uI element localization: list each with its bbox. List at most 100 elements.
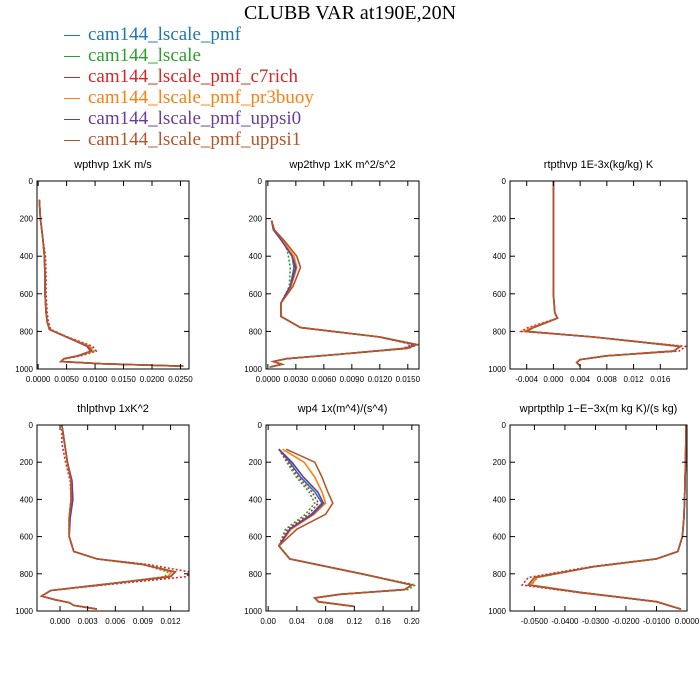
- x-tick-label: 0.0150: [111, 375, 136, 384]
- x-tick-label: -0.0300: [582, 617, 610, 626]
- x-tick-label: -0.0400: [551, 617, 579, 626]
- y-tick-label: 200: [20, 458, 34, 467]
- x-tick-label: 0.012: [624, 375, 645, 384]
- legend-swatch: [64, 140, 80, 142]
- panel-4: thlpthvp 1xK^2 0.000 0.003 0.006 0.009 0.012 0…: [15, 403, 190, 626]
- x-tick-label: 0.012: [161, 617, 182, 626]
- panel-title: rtpthvp 1E-3x(kg/kg) K: [544, 159, 654, 171]
- legend-swatch: [64, 35, 80, 37]
- x-tick-label: 0.12: [347, 617, 363, 626]
- panel-6: wprtpthlp 1−E−3x(m kg K)/(s kg)-0.0500 -0…: [488, 403, 700, 626]
- series-line: [38, 199, 184, 367]
- x-tick-label: 0.0100: [83, 375, 108, 384]
- legend: cam144_lscale_pmf cam144_lscale cam144_lsc…: [64, 24, 314, 150]
- x-tick-label: 0.004: [570, 375, 591, 384]
- series-line: [269, 220, 419, 368]
- legend-entry: cam144_lscale_pmf_uppsi1: [64, 129, 314, 150]
- series-line: [38, 199, 184, 367]
- y-tick-label: 800: [20, 327, 34, 336]
- x-tick-label: 0.006: [105, 617, 126, 626]
- series-line: [277, 448, 414, 608]
- legend-swatch: [64, 56, 80, 58]
- page-title: CLUBB VAR at190E,20N: [243, 2, 457, 24]
- x-tick-label: 0.04: [289, 617, 305, 626]
- x-tick-label: 0.0000: [675, 617, 700, 626]
- y-tick-label: 400: [20, 252, 34, 261]
- x-tick-label: 0.0250: [168, 375, 193, 384]
- legend-entry: cam144_lscale_pmf: [64, 24, 314, 45]
- panel-title: wp4 1x(m^4)/(s^4): [297, 403, 388, 415]
- y-tick-label: 200: [20, 215, 34, 224]
- y-tick-label: 1000: [244, 365, 262, 374]
- y-tick-label: 0: [258, 421, 263, 430]
- x-tick-label: 0.009: [133, 617, 154, 626]
- series-line: [518, 181, 687, 367]
- legend-swatch: [64, 98, 80, 100]
- x-tick-label: 0.0030: [284, 375, 309, 384]
- y-tick-label: 600: [20, 290, 34, 299]
- panel-frame: [509, 180, 688, 370]
- panel-2: wp2thvp 1xK m^2/s^20.0000 0.0030 0.0060 0.0…: [244, 159, 420, 384]
- x-tick-label: 0.0060: [312, 375, 337, 384]
- y-tick-label: 1000: [488, 365, 506, 374]
- series-line: [269, 220, 419, 368]
- y-tick-label: 800: [20, 570, 34, 579]
- y-tick-label: 200: [249, 458, 263, 467]
- y-tick-label: 1000: [15, 607, 33, 616]
- y-tick-label: 1000: [15, 365, 33, 374]
- y-tick-label: 400: [249, 252, 263, 261]
- y-tick-label: 600: [20, 533, 34, 542]
- y-tick-label: 800: [493, 570, 507, 579]
- y-tick-label: 0: [502, 177, 507, 186]
- x-tick-label: -0.004: [515, 375, 538, 384]
- y-tick-label: 1000: [244, 607, 262, 616]
- x-tick-label: 0.0200: [140, 375, 165, 384]
- x-tick-label: -0.0200: [612, 617, 640, 626]
- panel-5: wp4 1x(m^4)/(s^4) 0.00 0.04 0.08 0.12 0.16 0.2…: [244, 403, 420, 626]
- x-tick-label: 0.0000: [256, 375, 281, 384]
- legend-entry: cam144_lscale: [64, 45, 314, 66]
- panel-frame: [36, 180, 190, 370]
- y-tick-label: 800: [249, 570, 263, 579]
- legend-entry: cam144_lscale_pmf_c7rich: [64, 66, 314, 87]
- x-tick-label: 0.008: [597, 375, 618, 384]
- y-tick-label: 800: [249, 327, 263, 336]
- x-tick-label: 0.16: [375, 617, 391, 626]
- panel-frame: [265, 180, 420, 370]
- y-tick-label: 600: [249, 533, 263, 542]
- x-tick-label: 0.0090: [340, 375, 365, 384]
- x-tick-label: 0.0000: [26, 375, 51, 384]
- series-line: [269, 220, 419, 368]
- series-line: [38, 199, 184, 367]
- x-tick-label: 0.0150: [396, 375, 421, 384]
- legend-label: cam144_lscale_pmf: [88, 24, 242, 45]
- panel-1: wpthvp 1xK m/s 0.0000 0.0050 0.0100 0.0150 0.…: [15, 159, 193, 384]
- series-line: [38, 199, 184, 367]
- y-tick-label: 0: [29, 177, 34, 186]
- series-line: [39, 425, 177, 610]
- x-tick-label: 0.016: [650, 375, 671, 384]
- y-tick-label: 0: [502, 421, 507, 430]
- y-tick-label: 600: [493, 533, 507, 542]
- y-tick-label: 200: [249, 215, 263, 224]
- x-tick-label: 0.0120: [368, 375, 393, 384]
- y-tick-label: 400: [493, 252, 507, 261]
- y-tick-label: 400: [493, 495, 507, 504]
- series-line: [39, 425, 189, 610]
- panel-title: wp2thvp 1xK m^2/s^2: [288, 159, 395, 171]
- series-line: [529, 425, 687, 610]
- y-tick-label: 200: [493, 215, 507, 224]
- x-tick-label: 0.00: [260, 617, 276, 626]
- legend-swatch: [64, 119, 80, 121]
- panel-title: thlpthvp 1xK^2: [77, 403, 149, 415]
- panel-title: wpthvp 1xK m/s: [73, 159, 152, 171]
- series-line: [526, 425, 687, 610]
- y-tick-label: 1000: [488, 607, 506, 616]
- legend-label: cam144_lscale_pmf_uppsi1: [88, 129, 302, 150]
- x-tick-label: 0.000: [543, 375, 564, 384]
- series-line: [269, 220, 416, 368]
- series-line: [277, 448, 414, 608]
- legend-swatch: [64, 77, 80, 79]
- y-tick-label: 600: [493, 290, 507, 299]
